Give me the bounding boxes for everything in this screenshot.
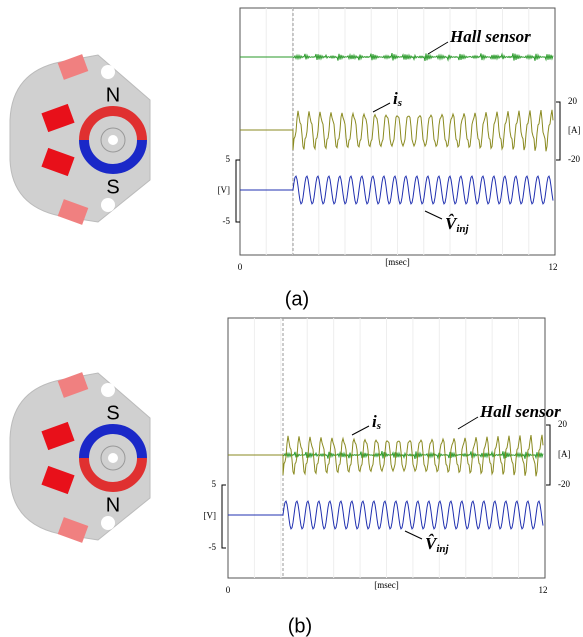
coil: [41, 465, 75, 495]
pole-label: S: [106, 402, 119, 424]
x-unit: [msec]: [385, 257, 410, 267]
axis-bracket: [235, 159, 240, 223]
axis-bracket: [221, 484, 226, 549]
axis-bracket: [546, 424, 551, 486]
annotation-arrow: [404, 530, 423, 540]
right-tick: 20: [558, 419, 568, 429]
current-subscript: s: [376, 420, 381, 432]
motor-diagram: NS: [9, 54, 151, 225]
voltage-subscript: inj: [436, 543, 449, 555]
current-label: is: [393, 89, 402, 109]
hall-label: Hall sensor: [479, 402, 561, 421]
rotor-bottom: [79, 457, 147, 492]
left-tick: 5: [212, 479, 217, 489]
x-tick: 0: [238, 262, 243, 272]
x-tick: 0: [226, 585, 231, 595]
coil: [41, 421, 75, 451]
right-unit: [A]: [558, 449, 571, 459]
left-tick: -5: [223, 216, 231, 226]
shaft-hole: [108, 453, 118, 463]
x-tick: 12: [549, 262, 558, 272]
annotation-arrow: [372, 102, 391, 113]
magnet: [57, 517, 89, 543]
magnet: [57, 372, 89, 398]
shaft-hole: [108, 135, 118, 145]
right-tick: -20: [568, 154, 580, 164]
voltage-trace: [240, 175, 554, 205]
left-tick: -5: [209, 542, 217, 552]
voltage-symbol: V̂: [445, 214, 458, 233]
voltage-symbol: V̂: [425, 534, 438, 553]
motor-diagram: SN: [9, 372, 151, 543]
voltage-trace: [228, 500, 544, 530]
caption: (b): [288, 615, 312, 637]
annotation-arrow: [427, 41, 449, 55]
voltage-label: V̂inj: [445, 214, 470, 235]
coil: [41, 147, 75, 177]
current-symbol: i: [372, 412, 377, 431]
axis-bracket: [556, 101, 561, 161]
left-tick: 5: [226, 154, 231, 164]
hole: [101, 383, 115, 397]
pole-label: S: [106, 176, 119, 198]
right-tick: 20: [568, 96, 578, 106]
hall-label: Hall sensor: [449, 27, 531, 46]
left-unit: [V]: [218, 185, 231, 195]
caption: (a): [285, 288, 309, 310]
pole-label: N: [106, 84, 120, 106]
right-unit: [A]: [568, 125, 581, 135]
current-trace: [228, 434, 544, 477]
voltage-subscript: inj: [456, 223, 469, 235]
hole: [101, 65, 115, 79]
magnet: [57, 54, 89, 80]
voltage-label: V̂inj: [425, 534, 450, 555]
current-symbol: i: [393, 89, 398, 108]
rotor-top: [79, 106, 147, 141]
current-label: is: [372, 412, 381, 432]
coil: [41, 103, 75, 133]
rotor-top: [79, 424, 147, 459]
current-subscript: s: [397, 97, 402, 109]
pole-label: N: [106, 494, 120, 516]
annotation-arrow: [424, 210, 443, 220]
x-unit: [msec]: [374, 580, 399, 590]
magnet: [57, 199, 89, 225]
left-unit: [V]: [204, 511, 217, 521]
current-trace: [240, 109, 554, 152]
hall-trace: [240, 52, 554, 62]
hole: [101, 198, 115, 212]
annotation-arrow: [351, 425, 370, 436]
right-tick: -20: [558, 479, 570, 489]
rotor-bottom: [79, 139, 147, 174]
x-tick: 12: [539, 585, 548, 595]
annotation-arrow: [457, 416, 479, 430]
hole: [101, 516, 115, 530]
